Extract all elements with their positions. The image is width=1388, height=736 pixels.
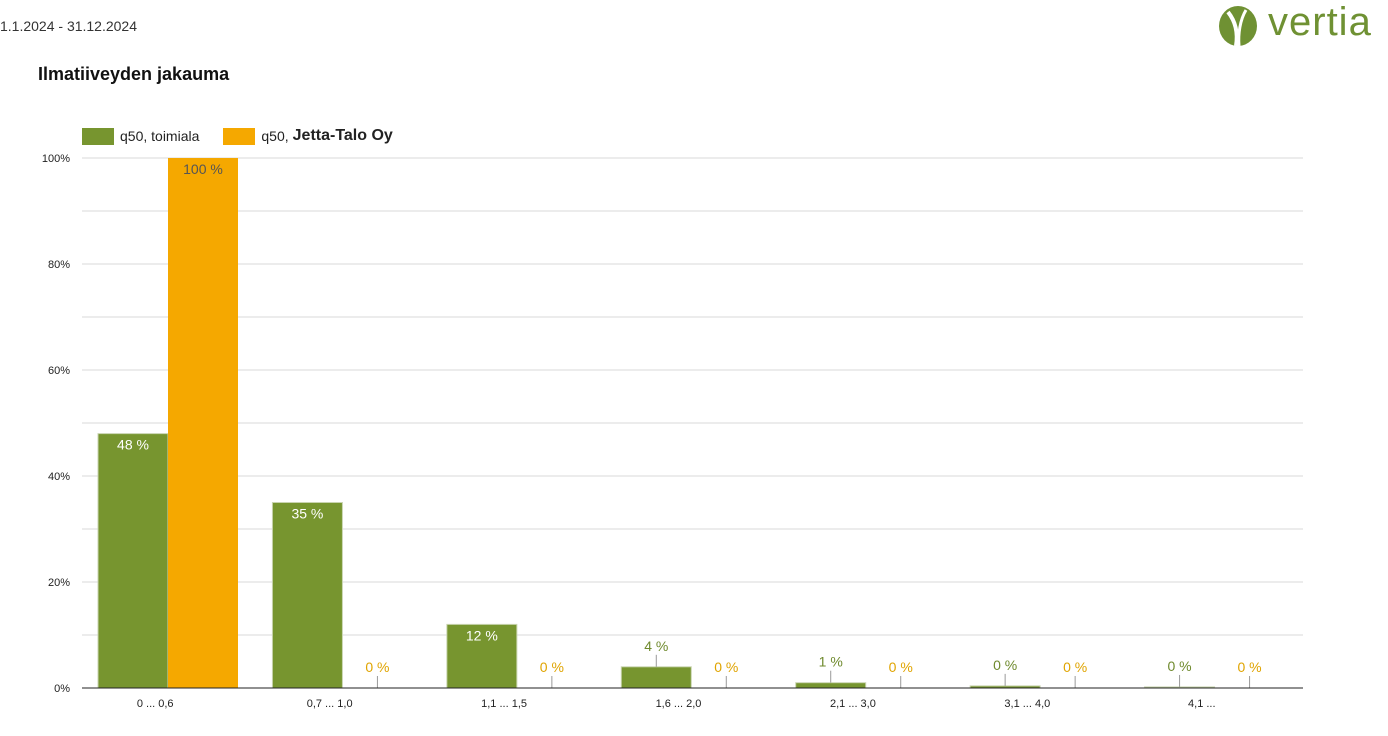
legend-item-toimiala: q50, toimiala	[82, 127, 200, 145]
data-label-toimiala: 0 %	[1168, 658, 1192, 674]
x-tick-label: 1,6 ... 2,0	[656, 698, 702, 710]
x-tick-label: 1,1 ... 1,5	[481, 698, 527, 710]
y-tick-label: 0%	[54, 683, 70, 695]
legend-label-company-prefix: q50,	[261, 128, 289, 144]
data-label-toimiala: 1 %	[819, 654, 843, 670]
data-label-company: 0 %	[714, 659, 738, 675]
y-tick-label: 100%	[42, 153, 70, 165]
x-tick-label: 3,1 ... 4,0	[1004, 698, 1050, 710]
chart-legend: q50, toimiala q50, Jetta-Talo Oy	[82, 125, 417, 147]
bar-toimiala	[271, 502, 343, 689]
bar-toimiala	[620, 666, 692, 689]
legend-label-toimiala: q50, toimiala	[120, 128, 200, 144]
data-label-company: 0 %	[540, 659, 564, 675]
chart-title: Ilmatiiveyden jakauma	[38, 64, 230, 84]
x-tick-label: 2,1 ... 3,0	[830, 698, 876, 710]
bar-company	[168, 158, 238, 688]
y-tick-label: 60%	[48, 365, 70, 377]
data-label-toimiala: 12 %	[466, 627, 498, 643]
bar-toimiala	[795, 682, 867, 689]
y-tick-label: 40%	[48, 471, 70, 483]
data-label-company: 100 %	[183, 161, 223, 177]
data-label-company: 0 %	[889, 659, 913, 675]
x-tick-label: 4,1 ...	[1188, 698, 1216, 710]
data-label-company: 0 %	[1063, 659, 1087, 675]
data-label-toimiala: 48 %	[117, 437, 149, 453]
data-label-toimiala: 35 %	[291, 506, 323, 522]
data-label-company: 0 %	[1238, 659, 1262, 675]
data-label-toimiala: 0 %	[993, 657, 1017, 673]
legend-label-company: Jetta-Talo Oy	[292, 127, 393, 144]
legend-item-company: q50, Jetta-Talo Oy	[223, 127, 393, 145]
date-range: 1.1.2024 - 31.12.2024	[0, 18, 138, 34]
y-tick-label: 20%	[48, 577, 70, 589]
leaf-icon	[1219, 6, 1257, 47]
vertia-logo: vertia	[1216, 0, 1388, 50]
y-tick-label: 80%	[48, 259, 70, 271]
x-tick-label: 0 ... 0,6	[137, 698, 174, 710]
legend-swatch-orange	[223, 127, 256, 145]
data-label-company: 0 %	[365, 659, 389, 675]
data-label-toimiala: 4 %	[644, 638, 668, 654]
logo-text: vertia	[1268, 0, 1372, 44]
x-tick-label: 0,7 ... 1,0	[307, 698, 353, 710]
legend-swatch-green	[82, 127, 114, 145]
bar-toimiala	[97, 433, 169, 689]
